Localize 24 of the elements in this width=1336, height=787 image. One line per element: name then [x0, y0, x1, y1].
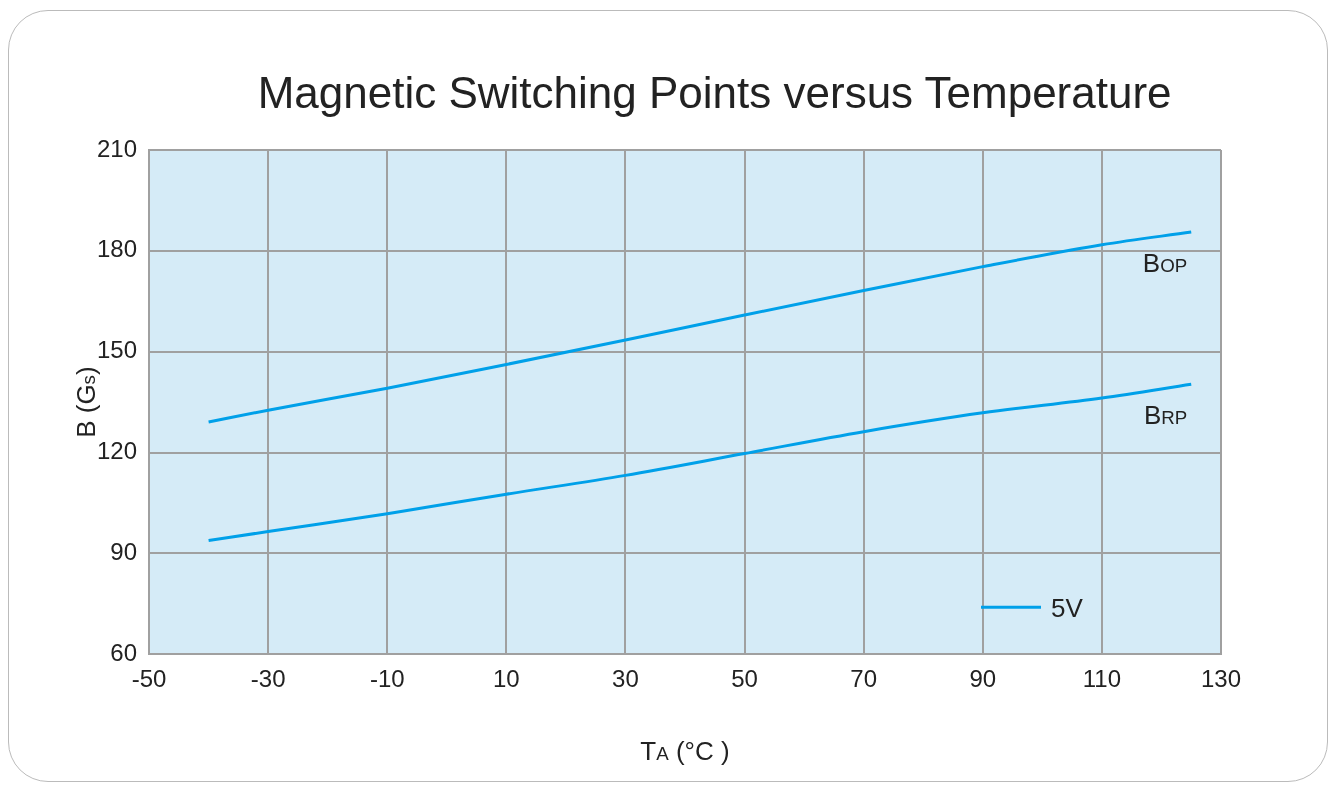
x-tick-label: -30 [250, 665, 286, 693]
x-tick-label: 70 [850, 665, 878, 693]
line-series [207, 382, 1193, 543]
x-tick-label: 130 [1200, 665, 1242, 693]
legend-title: 5V [1051, 593, 1084, 624]
x-tick-label: 50 [731, 665, 758, 693]
chart-title: Magnetic Switching Points versus Temperature [257, 68, 1172, 117]
y-tick-label: 210 [97, 134, 138, 162]
x-tick-label: 110 [1082, 665, 1122, 693]
y-tick-label: 60 [110, 638, 138, 666]
x-tick-label: 10 [493, 665, 520, 693]
x-tick-label: 90 [969, 665, 997, 693]
line-series [207, 230, 1193, 424]
x-tick-label: -50 [131, 665, 167, 693]
y-axis-title: B (Gs) [71, 366, 101, 438]
x-tick-label: -10 [369, 665, 405, 693]
series-label: BOP [1142, 248, 1188, 279]
y-tick-label: 180 [97, 235, 138, 263]
y-tick-label: 120 [97, 437, 138, 465]
x-tick-label: 30 [612, 665, 639, 693]
x-axis-title: TA (°C ) [640, 736, 730, 766]
series-label: BRP [1143, 400, 1188, 431]
y-tick-label: 150 [97, 336, 138, 364]
y-tick-label: 90 [110, 537, 138, 565]
